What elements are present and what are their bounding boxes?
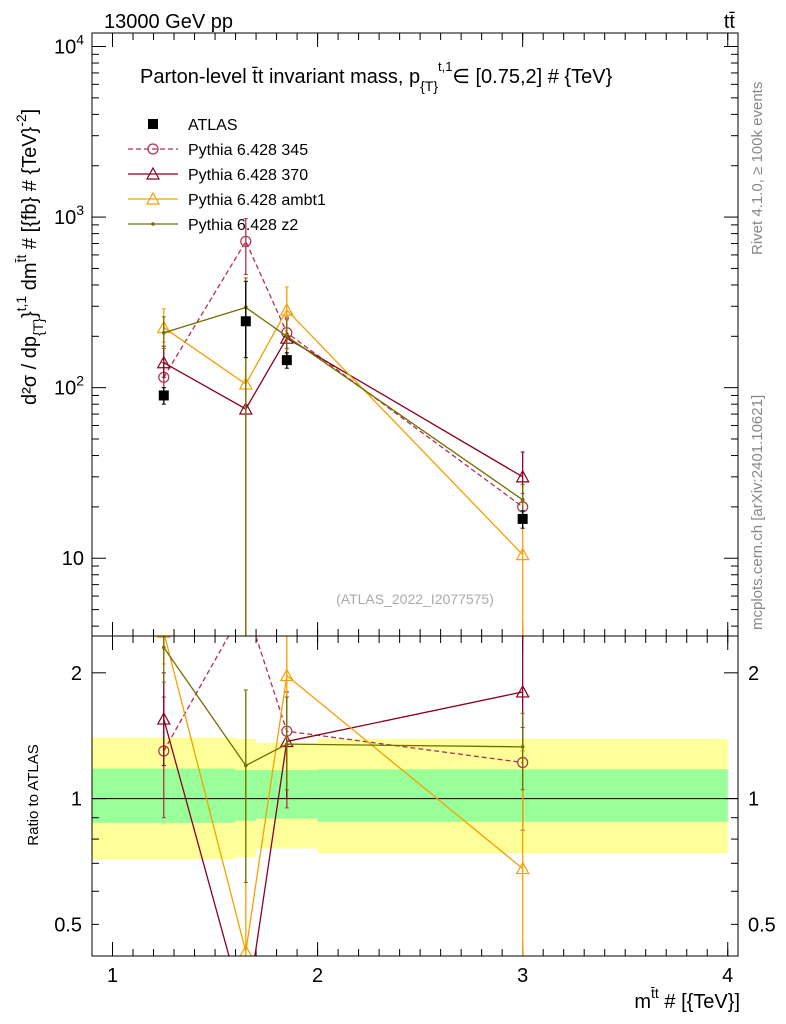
series-line-ambt1 [163, 308, 524, 556]
main-y-tick-label: 10 [62, 548, 84, 570]
legend-label-p345: Pythia 6.428 345 [188, 142, 308, 159]
data-point-atlas [240, 316, 251, 327]
data-point-ambt1 [515, 547, 530, 561]
ratio-x-tick-label: 2 [312, 965, 323, 987]
data-point-atlas [281, 355, 292, 366]
ratio-bands-layer [92, 737, 738, 860]
tick-exp: 4 [76, 32, 84, 48]
data-point-z2 [161, 645, 166, 650]
y-axis-label: d²σ / dp{T}}t,1 dmt̄t # [{fb} # {TeV}-2] [13, 109, 46, 405]
series-line-z2 [163, 647, 523, 767]
legend: ATLAS Pythia 6.428 345 Pythia 6.428 370 Pyt… [128, 117, 326, 234]
main-y-tick-label: 104 [54, 32, 84, 59]
ratio-x-tick-label: 4 [722, 965, 733, 987]
data-point-z2 [520, 745, 525, 749]
plot-title: Parton-level t̄t invariant mass, p{T}t,1… [140, 59, 613, 94]
series-line-ambt1 [164, 636, 524, 952]
legend-marker-ambt1 [145, 191, 161, 205]
series-line-p345 [163, 636, 523, 764]
ratio-y-tick-label: 1 [71, 789, 82, 811]
data-point-p370 [156, 711, 171, 725]
main-y-tick-label: 103 [54, 202, 84, 229]
data-point-z2 [520, 498, 525, 502]
tick-base: 10 [54, 37, 76, 59]
tick-exp: 2 [76, 373, 84, 389]
legend-label-ambt1: Pythia 6.428 ambt1 [188, 192, 326, 209]
tick-exp: 3 [76, 202, 84, 218]
rivet-label: Rivet 4.1.0, ≥ 100k events [749, 82, 766, 255]
ratio-y-tick-label: 2 [71, 663, 82, 685]
series-line-z2 [163, 306, 524, 501]
data-point-z2 [285, 742, 289, 746]
ratio-y-tick-label: 0.5 [54, 914, 82, 936]
data-point-p370 [240, 1011, 252, 1022]
data-point-ambt1 [279, 668, 294, 682]
data-point-atlas [517, 513, 528, 524]
header-left: 13000 GeV pp [104, 11, 233, 33]
main-series-layer [156, 218, 530, 636]
legend-marker-p370 [145, 166, 161, 180]
data-point-z2 [161, 330, 166, 335]
data-point-p345 [240, 235, 252, 248]
series-line-p345 [163, 240, 524, 508]
ratio-axes: 0.5 0.5 1 1 2 2 1 2 3 4 [54, 636, 776, 987]
series-line-p370 [163, 337, 523, 478]
main-y-tick-label: 102 [54, 373, 84, 400]
ratio-y-tick-label-right: 0.5 [748, 914, 776, 936]
data-point-p370 [156, 355, 171, 369]
ratio-frame [91, 635, 739, 957]
tick-base: 10 [54, 207, 76, 229]
data-point-z2 [285, 334, 289, 339]
data-point-atlas [158, 390, 169, 401]
legend-label-z2: Pythia 6.428 z2 [188, 217, 298, 234]
header-right: tt̄ [724, 11, 736, 33]
data-point-p370 [515, 684, 530, 698]
ratio-y-label: Ratio to ATLAS [25, 744, 42, 845]
x-axis-label: mt̄t # [{TeV}] [634, 985, 740, 1013]
watermark: (ATLAS_2022_I2077575) [336, 591, 494, 607]
tick-base: 10 [54, 378, 76, 400]
mcplots-label: mcplots.cern.ch [arXiv:2401.10621] [749, 395, 766, 630]
legend-label-atlas: ATLAS [188, 117, 238, 134]
data-point-z2 [244, 763, 248, 768]
data-point-ambt1 [239, 944, 253, 956]
ratio-series-layer [156, 636, 530, 1022]
legend-marker-z2 [151, 222, 155, 226]
data-point-ambt1 [279, 302, 294, 316]
series-line-p370 [163, 691, 523, 956]
ratio-x-tick-label: 1 [107, 965, 118, 987]
ratio-y-tick-label-right: 1 [748, 789, 759, 811]
data-point-p370 [515, 469, 530, 483]
legend-marker-atlas [148, 119, 158, 129]
data-point-ambt1 [515, 861, 530, 875]
ratio-x-tick-label: 3 [517, 965, 528, 987]
legend-marker-p345 [147, 143, 159, 155]
ratio-y-tick-label-right: 2 [748, 663, 759, 685]
legend-label-p370: Pythia 6.428 370 [188, 167, 308, 184]
